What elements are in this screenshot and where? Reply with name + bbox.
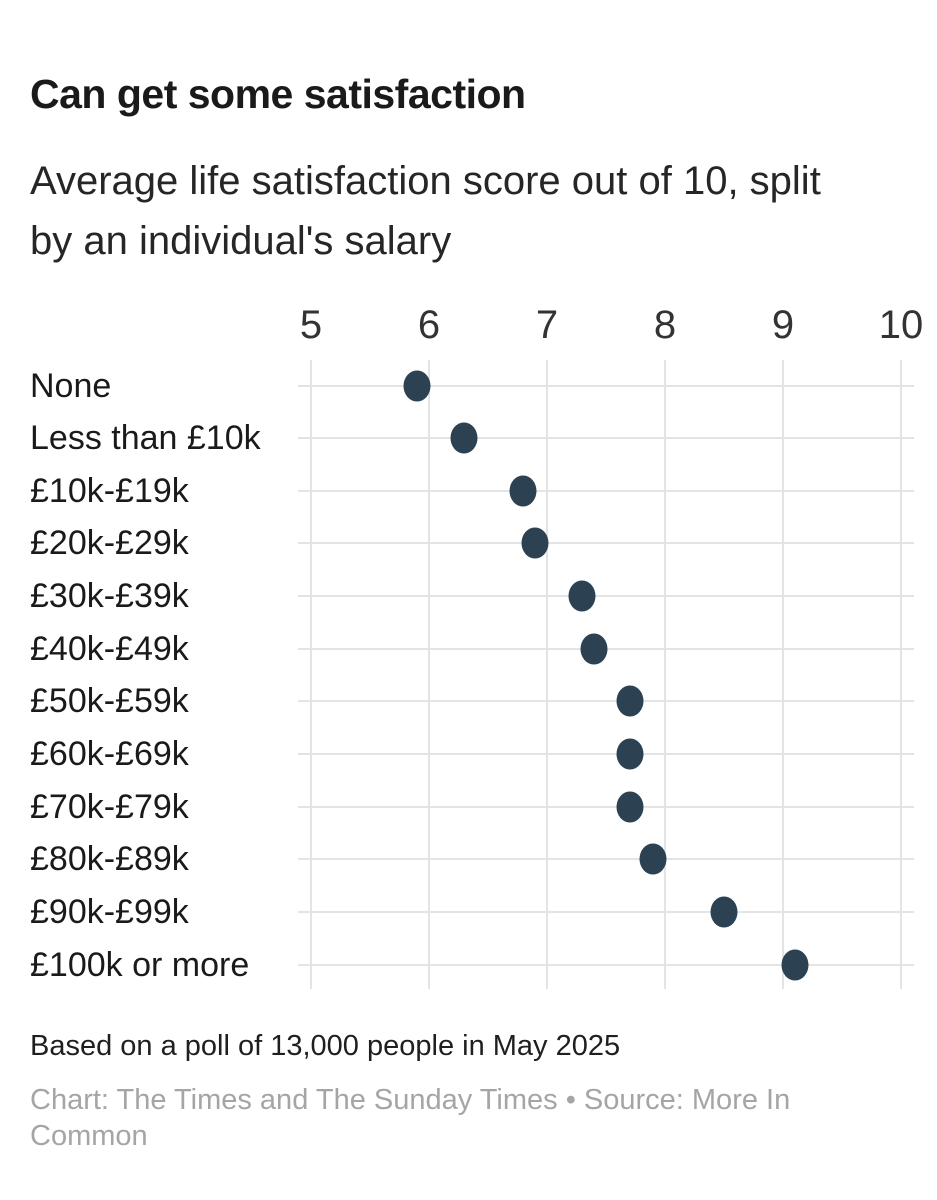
data-point-dot xyxy=(450,422,478,454)
gridline-horizontal xyxy=(298,437,914,440)
data-point-dot xyxy=(521,527,549,559)
gridline-horizontal xyxy=(298,858,914,861)
gridline-horizontal xyxy=(298,911,914,913)
data-point-dot xyxy=(580,633,608,665)
data-point-dot xyxy=(568,580,596,612)
category-label: Less than £10k xyxy=(30,419,261,458)
x-axis-tick-label: 9 xyxy=(771,303,795,347)
chart-footer: Based on a poll of 13,000 people in May … xyxy=(30,1028,915,1154)
chart-header: Can get some satisfaction Average life s… xyxy=(30,70,915,271)
gridline-horizontal xyxy=(298,489,914,492)
category-label: £80k-£89k xyxy=(30,840,189,879)
category-label: £20k-£29k xyxy=(30,524,189,563)
gridline-horizontal xyxy=(298,542,914,545)
data-point-dot xyxy=(403,370,431,401)
gridline-horizontal xyxy=(298,700,914,703)
category-label: £10k-£19k xyxy=(30,471,189,510)
gridline-horizontal xyxy=(298,805,914,808)
plot-area: 5 6 7 8 9 10 None Less than £10k £10k-£19k £20k-£… xyxy=(30,303,924,989)
data-point-dot xyxy=(639,843,667,875)
category-label: £90k-£99k xyxy=(30,893,189,931)
gridline-vertical xyxy=(782,360,784,989)
gridline-vertical xyxy=(900,360,902,989)
category-label: £70k-£79k xyxy=(30,787,189,826)
chart-notes: Based on a poll of 13,000 people in May … xyxy=(30,1030,621,1062)
gridline-vertical xyxy=(664,360,666,989)
data-point-dot xyxy=(509,475,537,507)
category-label: £40k-£49k xyxy=(30,629,189,668)
chart-title: Can get some satisfaction xyxy=(30,71,526,117)
x-axis-tick-label: 8 xyxy=(653,303,677,347)
category-label: £50k-£59k xyxy=(30,682,189,721)
gridline-vertical xyxy=(310,360,312,989)
gridline-horizontal xyxy=(298,384,914,387)
gridline-horizontal xyxy=(298,595,914,598)
data-point-dot xyxy=(616,685,644,717)
x-axis-tick-label: 5 xyxy=(299,303,323,347)
category-label: £60k-£69k xyxy=(30,735,189,774)
category-label: None xyxy=(30,366,112,405)
gridline-horizontal xyxy=(298,963,914,966)
chart-subtitle: Average life satisfaction score out of 1… xyxy=(30,159,821,264)
x-axis-tick-label: 10 xyxy=(878,303,924,347)
chart-credits: Chart: The Times and The Sunday Times • … xyxy=(30,1084,791,1152)
category-label: £30k-£39k xyxy=(30,577,189,616)
category-label: £100k or more xyxy=(30,945,250,984)
data-point-dot xyxy=(616,791,644,823)
gridline-vertical xyxy=(546,360,548,989)
data-point-dot xyxy=(616,738,644,770)
x-axis-tick-label: 7 xyxy=(535,303,559,347)
data-point-dot xyxy=(710,896,738,928)
data-point-dot xyxy=(781,949,809,981)
gridline-horizontal xyxy=(298,753,914,756)
x-axis-tick-label: 6 xyxy=(417,303,441,347)
gridline-vertical xyxy=(428,360,430,989)
